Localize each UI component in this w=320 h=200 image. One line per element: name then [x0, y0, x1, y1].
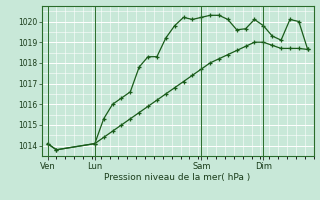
X-axis label: Pression niveau de la mer( hPa ): Pression niveau de la mer( hPa ) — [104, 173, 251, 182]
